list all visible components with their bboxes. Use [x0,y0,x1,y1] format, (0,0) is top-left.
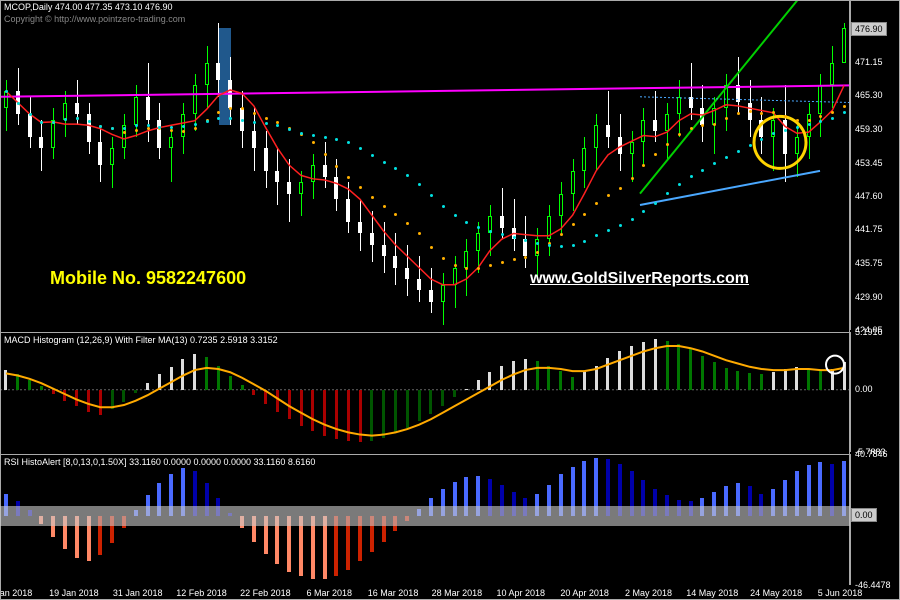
chart-title: MCOP,Daily 474.00 477.35 473.10 476.90 [4,2,172,12]
macd-title: MACD Histogram (12,26,9) With Filter MA(… [4,335,278,345]
rsi-title: RSI HistoAlert [8,0,13,0,1.50X] 33.1160 … [4,457,315,467]
watermark-url: www.GoldSilverReports.com [530,270,749,288]
copyright-text: Copyright © http://www.pointzero-trading… [4,14,185,24]
